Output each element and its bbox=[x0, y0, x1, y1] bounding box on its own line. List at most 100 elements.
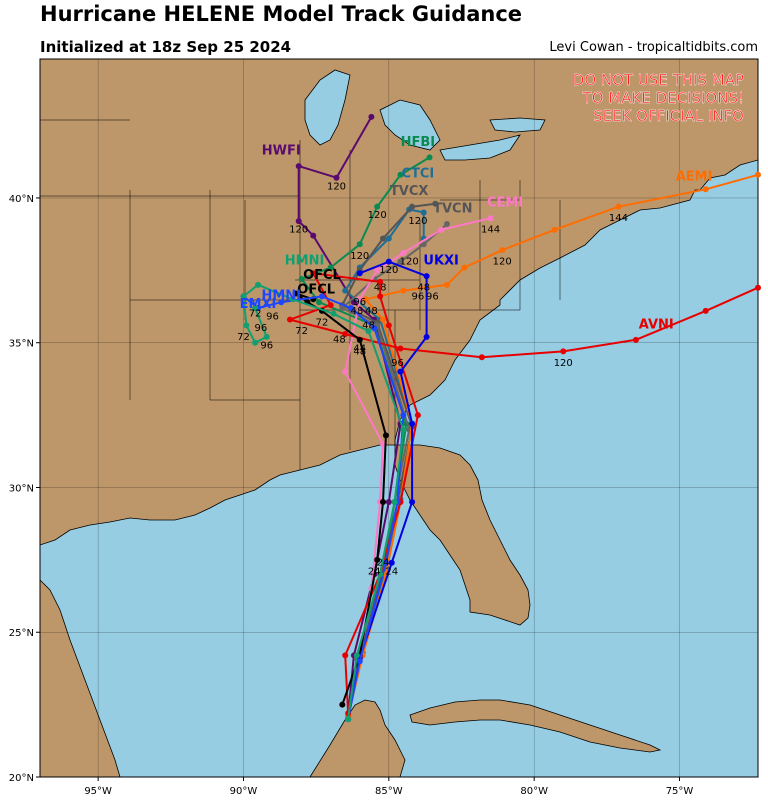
warning-box: DO NOT USE THIS MAP TO MAKE DECISIONS! S… bbox=[573, 71, 745, 125]
forecast-hour-label: 72 bbox=[295, 326, 308, 337]
track-point bbox=[755, 171, 761, 178]
track-point bbox=[397, 368, 404, 375]
lat-tick-label: 40°N bbox=[9, 194, 34, 205]
track-point bbox=[292, 290, 299, 297]
track-point bbox=[478, 354, 485, 361]
track-point bbox=[342, 331, 349, 338]
track-point bbox=[286, 316, 293, 323]
track-point bbox=[252, 339, 259, 346]
track-point bbox=[350, 299, 357, 306]
track-point bbox=[400, 249, 407, 256]
forecast-hour-label: 48 bbox=[365, 306, 378, 317]
model-label-hwfi: HWFI bbox=[262, 144, 301, 159]
lon-tick-label: 90°W bbox=[230, 786, 258, 797]
track-point bbox=[377, 278, 384, 285]
track-point bbox=[240, 293, 247, 300]
track-point bbox=[362, 296, 369, 303]
track-point bbox=[409, 420, 416, 427]
track-point bbox=[397, 345, 404, 352]
forecast-hour-label: 72 bbox=[237, 332, 250, 343]
track-point bbox=[327, 302, 334, 309]
track-point bbox=[391, 498, 398, 505]
track-point bbox=[414, 412, 421, 419]
forecast-hour-label: 96 bbox=[391, 358, 404, 369]
lon-tick-label: 75°W bbox=[666, 786, 694, 797]
track-hmni[interactable] bbox=[240, 281, 407, 723]
track-point bbox=[423, 273, 430, 280]
warning-line-3: SEEK OFFICIAL INFO bbox=[593, 107, 744, 125]
model-label-cemi: CEMI bbox=[487, 196, 523, 211]
forecast-hour-label: 120 bbox=[408, 216, 427, 227]
forecast-hour-label: 120 bbox=[493, 257, 512, 268]
track-point bbox=[423, 333, 430, 340]
forecast-hour-label: 48 bbox=[353, 346, 366, 357]
track-point bbox=[316, 299, 323, 306]
track-point bbox=[263, 333, 270, 340]
warning-line-1: DO NOT USE THIS MAP bbox=[573, 71, 744, 89]
north-america-land bbox=[39, 58, 759, 626]
track-point bbox=[342, 368, 349, 375]
forecast-hour-label: 96 bbox=[426, 291, 439, 302]
track-point bbox=[702, 186, 709, 193]
model-label-hfbi: HFBI bbox=[401, 135, 436, 150]
track-point bbox=[365, 328, 372, 335]
track-point bbox=[377, 293, 384, 300]
track-line bbox=[294, 292, 387, 705]
track-point bbox=[348, 304, 355, 311]
track-line bbox=[347, 260, 428, 720]
track-point bbox=[397, 171, 404, 178]
track-point bbox=[342, 652, 349, 659]
forecast-hour-label: 120 bbox=[400, 257, 419, 268]
track-line bbox=[242, 283, 405, 720]
track-point bbox=[382, 432, 389, 439]
track-point bbox=[385, 258, 392, 265]
track-point bbox=[252, 304, 259, 311]
track-point bbox=[560, 348, 567, 355]
track-point bbox=[318, 293, 325, 300]
landmass bbox=[39, 58, 759, 778]
track-point bbox=[356, 241, 363, 248]
track-point bbox=[380, 316, 387, 323]
track-point bbox=[380, 498, 387, 505]
forecast-hour-label: 24 bbox=[368, 566, 381, 577]
track-point bbox=[400, 426, 407, 433]
forecast-hour-label: 72 bbox=[249, 309, 262, 320]
forecast-hour-label: 24 bbox=[385, 566, 398, 577]
track-point bbox=[551, 226, 558, 233]
track-point bbox=[461, 264, 468, 271]
great-lakes-water bbox=[304, 69, 546, 161]
forecast-hour-label: 24 bbox=[377, 558, 390, 569]
forecast-hour-label: 120 bbox=[379, 265, 398, 276]
track-point bbox=[397, 258, 404, 265]
track-point bbox=[356, 658, 363, 665]
track-point bbox=[374, 556, 381, 563]
track-line bbox=[289, 272, 759, 714]
track-point bbox=[356, 296, 363, 303]
model-label-ofcl: OFCL bbox=[297, 283, 335, 298]
track-point bbox=[377, 571, 384, 578]
track-point bbox=[339, 701, 346, 708]
track-point bbox=[330, 310, 337, 317]
forecast-hour-label: 48 bbox=[333, 335, 346, 346]
track-point bbox=[409, 498, 416, 505]
track-point bbox=[333, 174, 340, 181]
track-point bbox=[755, 284, 761, 291]
forecast-hour-label: 96 bbox=[412, 291, 425, 302]
forecast-hour-label: 96 bbox=[266, 312, 279, 323]
model-label-ukxi: UKXI bbox=[423, 254, 459, 269]
track-point bbox=[243, 322, 250, 329]
track-point bbox=[353, 652, 360, 659]
warning-line-2: TO MAKE DECISIONS! bbox=[582, 89, 744, 107]
forecast-hour-label: 120 bbox=[554, 358, 573, 369]
page-title: Hurricane HELENE Model Track Guidance bbox=[40, 2, 523, 26]
track-point bbox=[374, 267, 381, 274]
track-point bbox=[385, 498, 392, 505]
track-point bbox=[432, 200, 439, 207]
forecast-hour-labels: 1201201201201201201441201201449612096724… bbox=[237, 181, 628, 577]
model-label-tvcn: TVCN bbox=[433, 201, 472, 216]
lat-tick-label: 30°N bbox=[9, 483, 34, 494]
track-point bbox=[356, 336, 363, 343]
forecast-hour-label: 48 bbox=[362, 320, 375, 331]
